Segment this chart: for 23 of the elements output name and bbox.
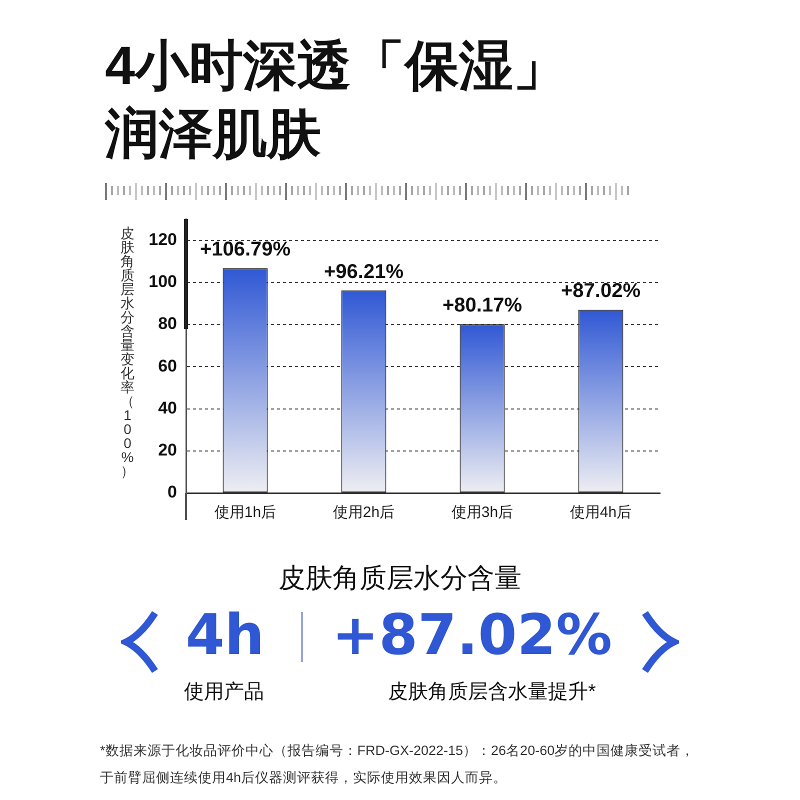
y-tick-label: 40 [158, 398, 177, 418]
text: 4h [186, 603, 264, 668]
x-tick-label: 使用1h后 [214, 504, 276, 522]
x-tick-label: 使用2h后 [332, 504, 395, 522]
data-label: +96.21% [324, 260, 404, 283]
data-label: +87.02% [560, 280, 641, 302]
text: 皮肤角质层水分含量 [278, 562, 522, 595]
chart-title: 4小时深透「保湿」润泽肌肤 [105, 35, 568, 166]
y-tick-label: 120 [148, 230, 177, 249]
y-tick-label: 0 [168, 482, 177, 502]
text: *数据来源于化妆品评价中心（报告编号：FRD-GX-2022-15）：26名20-60岁的中国健康受试者，于前臂屈侧连续使用4h后仪器测评获得，实际使用效果因人而异。 [100, 742, 696, 787]
y-tick-label: 100 [148, 272, 177, 292]
y-tick-label: 20 [158, 440, 177, 460]
y-tick-label: 80 [158, 314, 177, 334]
x-tick-label: 使用3h后 [451, 504, 514, 522]
y-tick-label: 60 [158, 356, 177, 376]
data-label: +80.17% [442, 294, 522, 317]
text: 使用产品 [184, 680, 264, 705]
text: 皮肤角质层含水量提升* [388, 680, 596, 705]
x-tick-label: 使用4h后 [570, 504, 632, 522]
text: 皮肤角质层水分含量变化率（100%） [120, 225, 134, 479]
text: +87.02% [332, 603, 612, 668]
data-label: +106.79% [200, 238, 291, 261]
